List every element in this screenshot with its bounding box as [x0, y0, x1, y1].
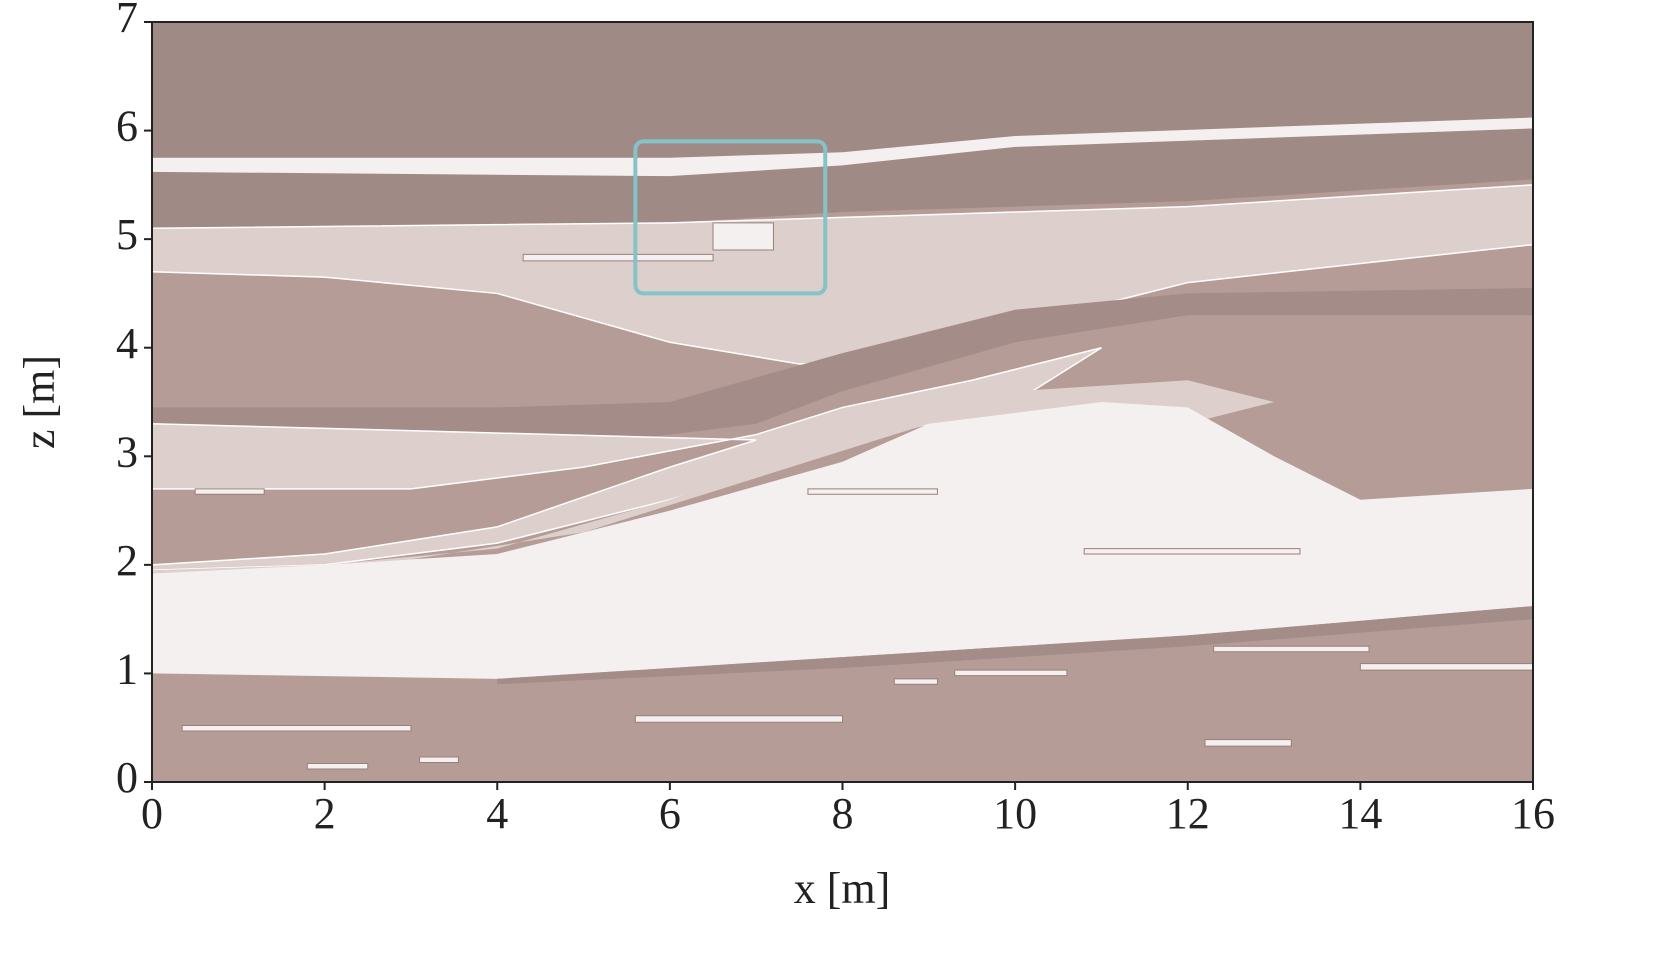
diagonal-band	[152, 288, 1533, 446]
streaks	[182, 223, 1533, 769]
y-tick-label: 4	[116, 319, 138, 368]
x-tick-label: 14	[1338, 789, 1382, 838]
x-axis-label: x [m]	[794, 864, 891, 913]
y-axis-label: z [m]	[15, 355, 64, 449]
transition-layer	[152, 380, 1275, 576]
y-tick-label: 1	[116, 645, 138, 694]
x-tick-label: 8	[832, 789, 854, 838]
x-tick-label: 4	[486, 789, 508, 838]
x-tick-label: 12	[1166, 789, 1210, 838]
y-tick-label: 7	[116, 0, 138, 42]
upper-stripe	[152, 117, 1533, 177]
facies-map	[152, 22, 1533, 782]
y-tick-label: 0	[116, 753, 138, 802]
y-tick-label: 2	[116, 536, 138, 585]
y-tick-label: 3	[116, 427, 138, 476]
x-tick-label: 16	[1511, 789, 1555, 838]
x-tick-label: 10	[993, 789, 1037, 838]
upper-facies	[152, 22, 1533, 229]
y-tick-label: 6	[116, 102, 138, 151]
x-tick-label: 0	[141, 789, 163, 838]
x-tick-label: 6	[659, 789, 681, 838]
lower-white-zone	[152, 402, 1533, 679]
x-tick-label: 2	[314, 789, 336, 838]
lower-dark-band	[497, 606, 1533, 685]
highlight-box	[633, 139, 828, 296]
y-tick-label: 5	[116, 210, 138, 259]
